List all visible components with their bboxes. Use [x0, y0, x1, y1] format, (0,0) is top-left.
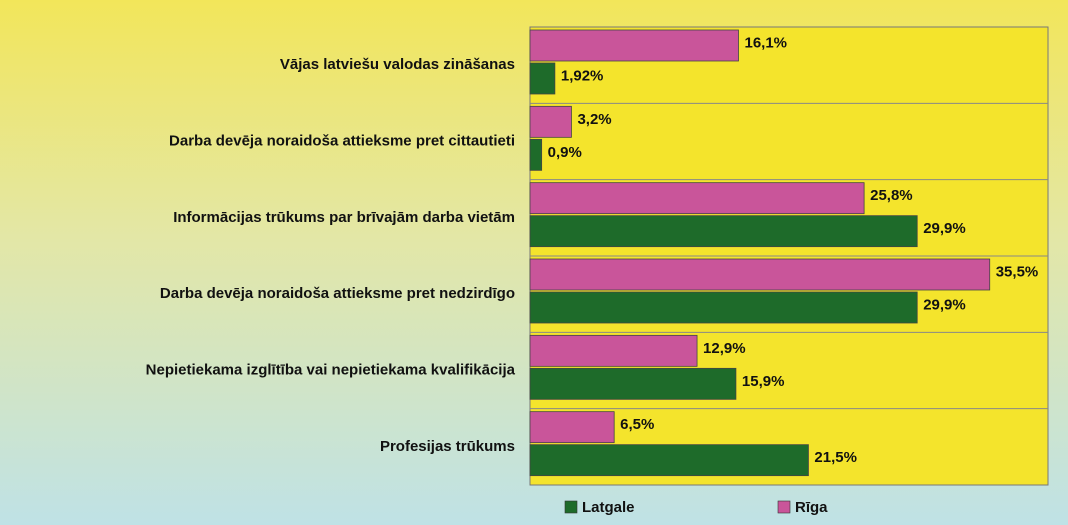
bar — [529, 367, 737, 400]
category-label: Vājas latviešu valodas zināšanas — [280, 56, 515, 73]
category-label: Profesijas trūkums — [380, 438, 515, 455]
value-label: 35,5% — [996, 263, 1039, 280]
bar — [529, 138, 543, 171]
bar — [529, 258, 991, 291]
bar — [529, 29, 739, 62]
category-label: Informācijas trūkums par brīvajām darba … — [173, 209, 515, 226]
value-label: 0,9% — [548, 144, 582, 161]
bar — [529, 215, 918, 248]
category-label: Darba devēja noraidoša attieksme pret ci… — [169, 132, 515, 149]
value-label: 15,9% — [742, 373, 785, 390]
bar — [529, 291, 918, 324]
legend-swatch — [777, 500, 791, 514]
value-label: 3,2% — [577, 111, 611, 128]
value-label: 1,92% — [561, 67, 604, 84]
bar — [529, 334, 698, 367]
bar — [529, 411, 615, 444]
value-label: 21,5% — [814, 449, 857, 466]
value-label: 29,9% — [923, 296, 966, 313]
value-label: 6,5% — [620, 416, 654, 433]
legend-label: Latgale — [582, 499, 635, 516]
legend-label: Rīga — [795, 499, 828, 516]
value-label: 29,9% — [923, 220, 966, 237]
category-label: Darba devēja noraidoša attieksme pret ne… — [160, 285, 515, 302]
value-label: 25,8% — [870, 187, 913, 204]
bar — [529, 105, 572, 138]
legend-swatch — [564, 500, 578, 514]
bar — [529, 444, 809, 477]
bar — [529, 62, 556, 95]
bar — [529, 182, 865, 215]
value-label: 16,1% — [744, 34, 787, 51]
value-label: 12,9% — [703, 340, 746, 357]
category-label: Nepietiekama izglītība vai nepietiekama … — [146, 361, 516, 378]
